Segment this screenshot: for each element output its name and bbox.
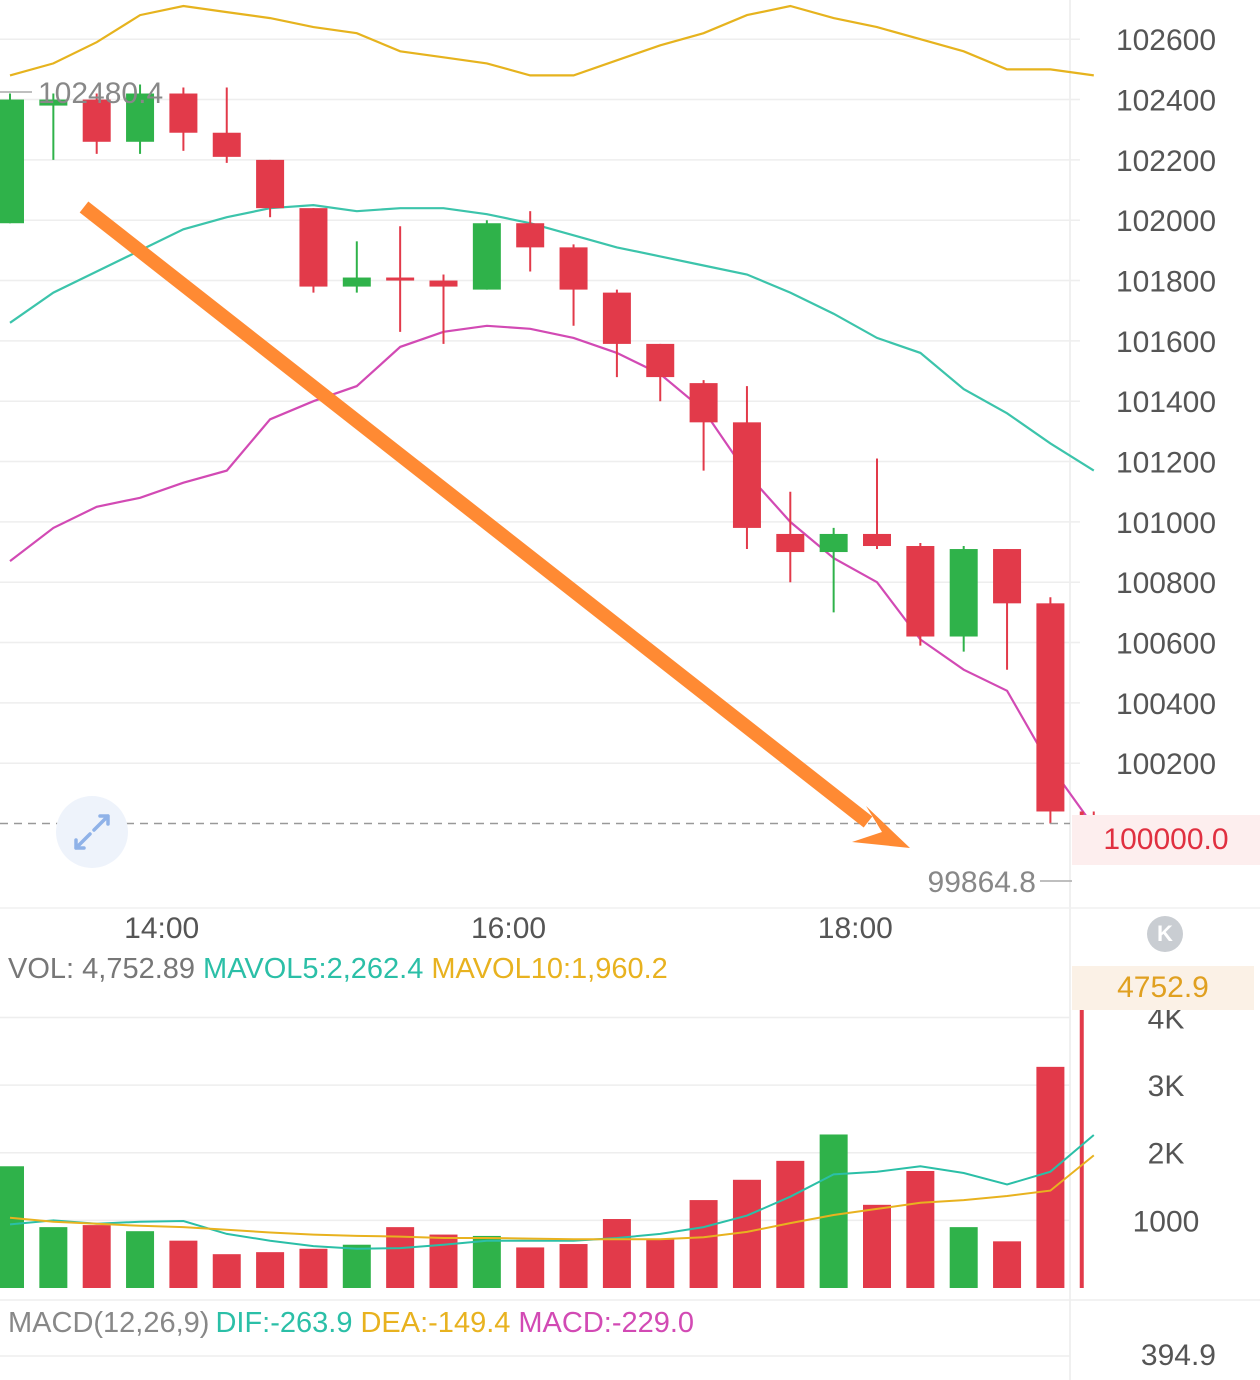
volume-bar bbox=[472, 1235, 501, 1288]
volume-bar bbox=[1036, 1066, 1065, 1288]
time-tick-label: 18:00 bbox=[818, 912, 893, 945]
candle-body bbox=[472, 223, 501, 290]
candle-body bbox=[732, 422, 761, 528]
candle-body bbox=[646, 343, 675, 378]
volume-bar bbox=[82, 1225, 111, 1288]
volume-bar bbox=[689, 1200, 718, 1288]
k-logo-icon[interactable]: K bbox=[1147, 916, 1183, 952]
volume-bar bbox=[169, 1240, 198, 1288]
macd-params-label: MACD(12,26,9) bbox=[8, 1307, 210, 1339]
volume-bar bbox=[212, 1254, 241, 1288]
current-price-tag: 100000.0 bbox=[1072, 815, 1260, 865]
volume-bar bbox=[299, 1248, 328, 1288]
dif-label: DIF:-263.9 bbox=[215, 1307, 353, 1339]
volume-tick-label: 2K bbox=[1148, 1138, 1185, 1171]
candle-body bbox=[689, 383, 718, 423]
dea-label: DEA:-149.4 bbox=[360, 1307, 511, 1339]
price-tick-label: 101000 bbox=[1116, 507, 1216, 540]
volume-current-tag: 4752.9 bbox=[1072, 966, 1254, 1010]
candle-body bbox=[39, 99, 68, 106]
candlesticks bbox=[0, 84, 1095, 824]
price-tick-label: 101400 bbox=[1116, 386, 1216, 419]
candle-body bbox=[776, 533, 805, 553]
volume-info: VOL: 4,752.89 MAVOL5:2,262.4 MAVOL10:1,960… bbox=[8, 953, 676, 986]
min-price-label: 99864.8 bbox=[928, 866, 1036, 899]
volume-bar bbox=[559, 1244, 588, 1288]
price-tick-label: 102400 bbox=[1116, 85, 1216, 118]
volume-bar bbox=[906, 1171, 935, 1288]
volume-bar bbox=[993, 1241, 1022, 1288]
mavol10-line bbox=[9, 1154, 1095, 1241]
candle-body bbox=[386, 277, 415, 281]
candle-body bbox=[949, 549, 978, 637]
price-tick-label: 100200 bbox=[1116, 748, 1216, 781]
expand-icon[interactable] bbox=[56, 796, 128, 868]
price-tick-label: 101600 bbox=[1116, 326, 1216, 359]
volume-bar bbox=[819, 1134, 848, 1288]
volume-bar bbox=[863, 1204, 891, 1288]
volume-tick-label: 1000 bbox=[1133, 1205, 1200, 1238]
middle-band-line bbox=[9, 203, 1095, 472]
macd-info: MACD(12,26,9) DIF:-263.9 DEA:-149.4 MACD:-2… bbox=[8, 1307, 702, 1340]
candle-body bbox=[559, 247, 588, 290]
volume-bar bbox=[949, 1227, 978, 1288]
candle-body bbox=[863, 533, 891, 547]
mavol10-label: MAVOL10:1,960.2 bbox=[431, 953, 668, 985]
candle-body bbox=[126, 93, 155, 142]
volume-bar bbox=[602, 1219, 631, 1288]
price-tick-label: 102600 bbox=[1116, 24, 1216, 57]
volume-bar bbox=[429, 1234, 458, 1288]
volume-bar bbox=[39, 1227, 68, 1288]
candle-body bbox=[993, 549, 1022, 604]
candle-body bbox=[299, 208, 328, 287]
price-tick-label: 101200 bbox=[1116, 447, 1216, 480]
volume-bar bbox=[256, 1252, 285, 1288]
price-tick-label: 101800 bbox=[1116, 266, 1216, 299]
candle-body bbox=[429, 280, 458, 287]
macd-value-label: MACD:-229.0 bbox=[518, 1307, 695, 1339]
max-price-label: 102480.4 bbox=[38, 77, 163, 110]
upper-band-line bbox=[9, 4, 1094, 77]
downtrend-arrow-head bbox=[852, 806, 910, 848]
mavol5-line bbox=[9, 1134, 1095, 1250]
candle-body bbox=[0, 99, 24, 224]
candle-body bbox=[256, 159, 285, 209]
volume-bar bbox=[1079, 966, 1084, 1288]
downtrend-arrow-shaft bbox=[79, 201, 873, 828]
volume-tick-label: 3K bbox=[1148, 1070, 1185, 1103]
candle-body bbox=[169, 93, 198, 133]
candle-body bbox=[342, 277, 371, 287]
macd-axis-top: 394.9 bbox=[1140, 1339, 1216, 1372]
volume-bar bbox=[516, 1247, 545, 1288]
volume-bar bbox=[342, 1244, 371, 1288]
price-tick-label: 102200 bbox=[1116, 145, 1216, 178]
candle-body bbox=[602, 292, 631, 344]
candle-body bbox=[906, 546, 935, 637]
mavol5-label: MAVOL5:2,262.4 bbox=[203, 953, 424, 985]
time-tick-label: 14:00 bbox=[124, 912, 199, 945]
price-tick-label: 100800 bbox=[1116, 567, 1216, 600]
price-tick-label: 100600 bbox=[1116, 628, 1216, 661]
vol-label: VOL: 4,752.89 bbox=[8, 953, 196, 985]
overlay: 102480.4 99864.8 bbox=[0, 77, 1072, 899]
price-tick-label: 102000 bbox=[1116, 205, 1216, 238]
candle-body bbox=[82, 99, 111, 142]
volume-bar bbox=[646, 1239, 675, 1288]
candle-body bbox=[1036, 603, 1065, 812]
price-tick-label: 100400 bbox=[1116, 688, 1216, 721]
axis-labels: 102600 102400 102200 102000 101800 101600 1014… bbox=[124, 24, 1216, 1238]
candle-body bbox=[819, 533, 848, 553]
volume-bar bbox=[0, 1166, 24, 1288]
volume-bar bbox=[126, 1231, 155, 1288]
time-tick-label: 16:00 bbox=[471, 912, 546, 945]
volume-bars bbox=[0, 966, 1095, 1288]
candle-body bbox=[516, 223, 545, 248]
candle-body bbox=[212, 132, 241, 157]
